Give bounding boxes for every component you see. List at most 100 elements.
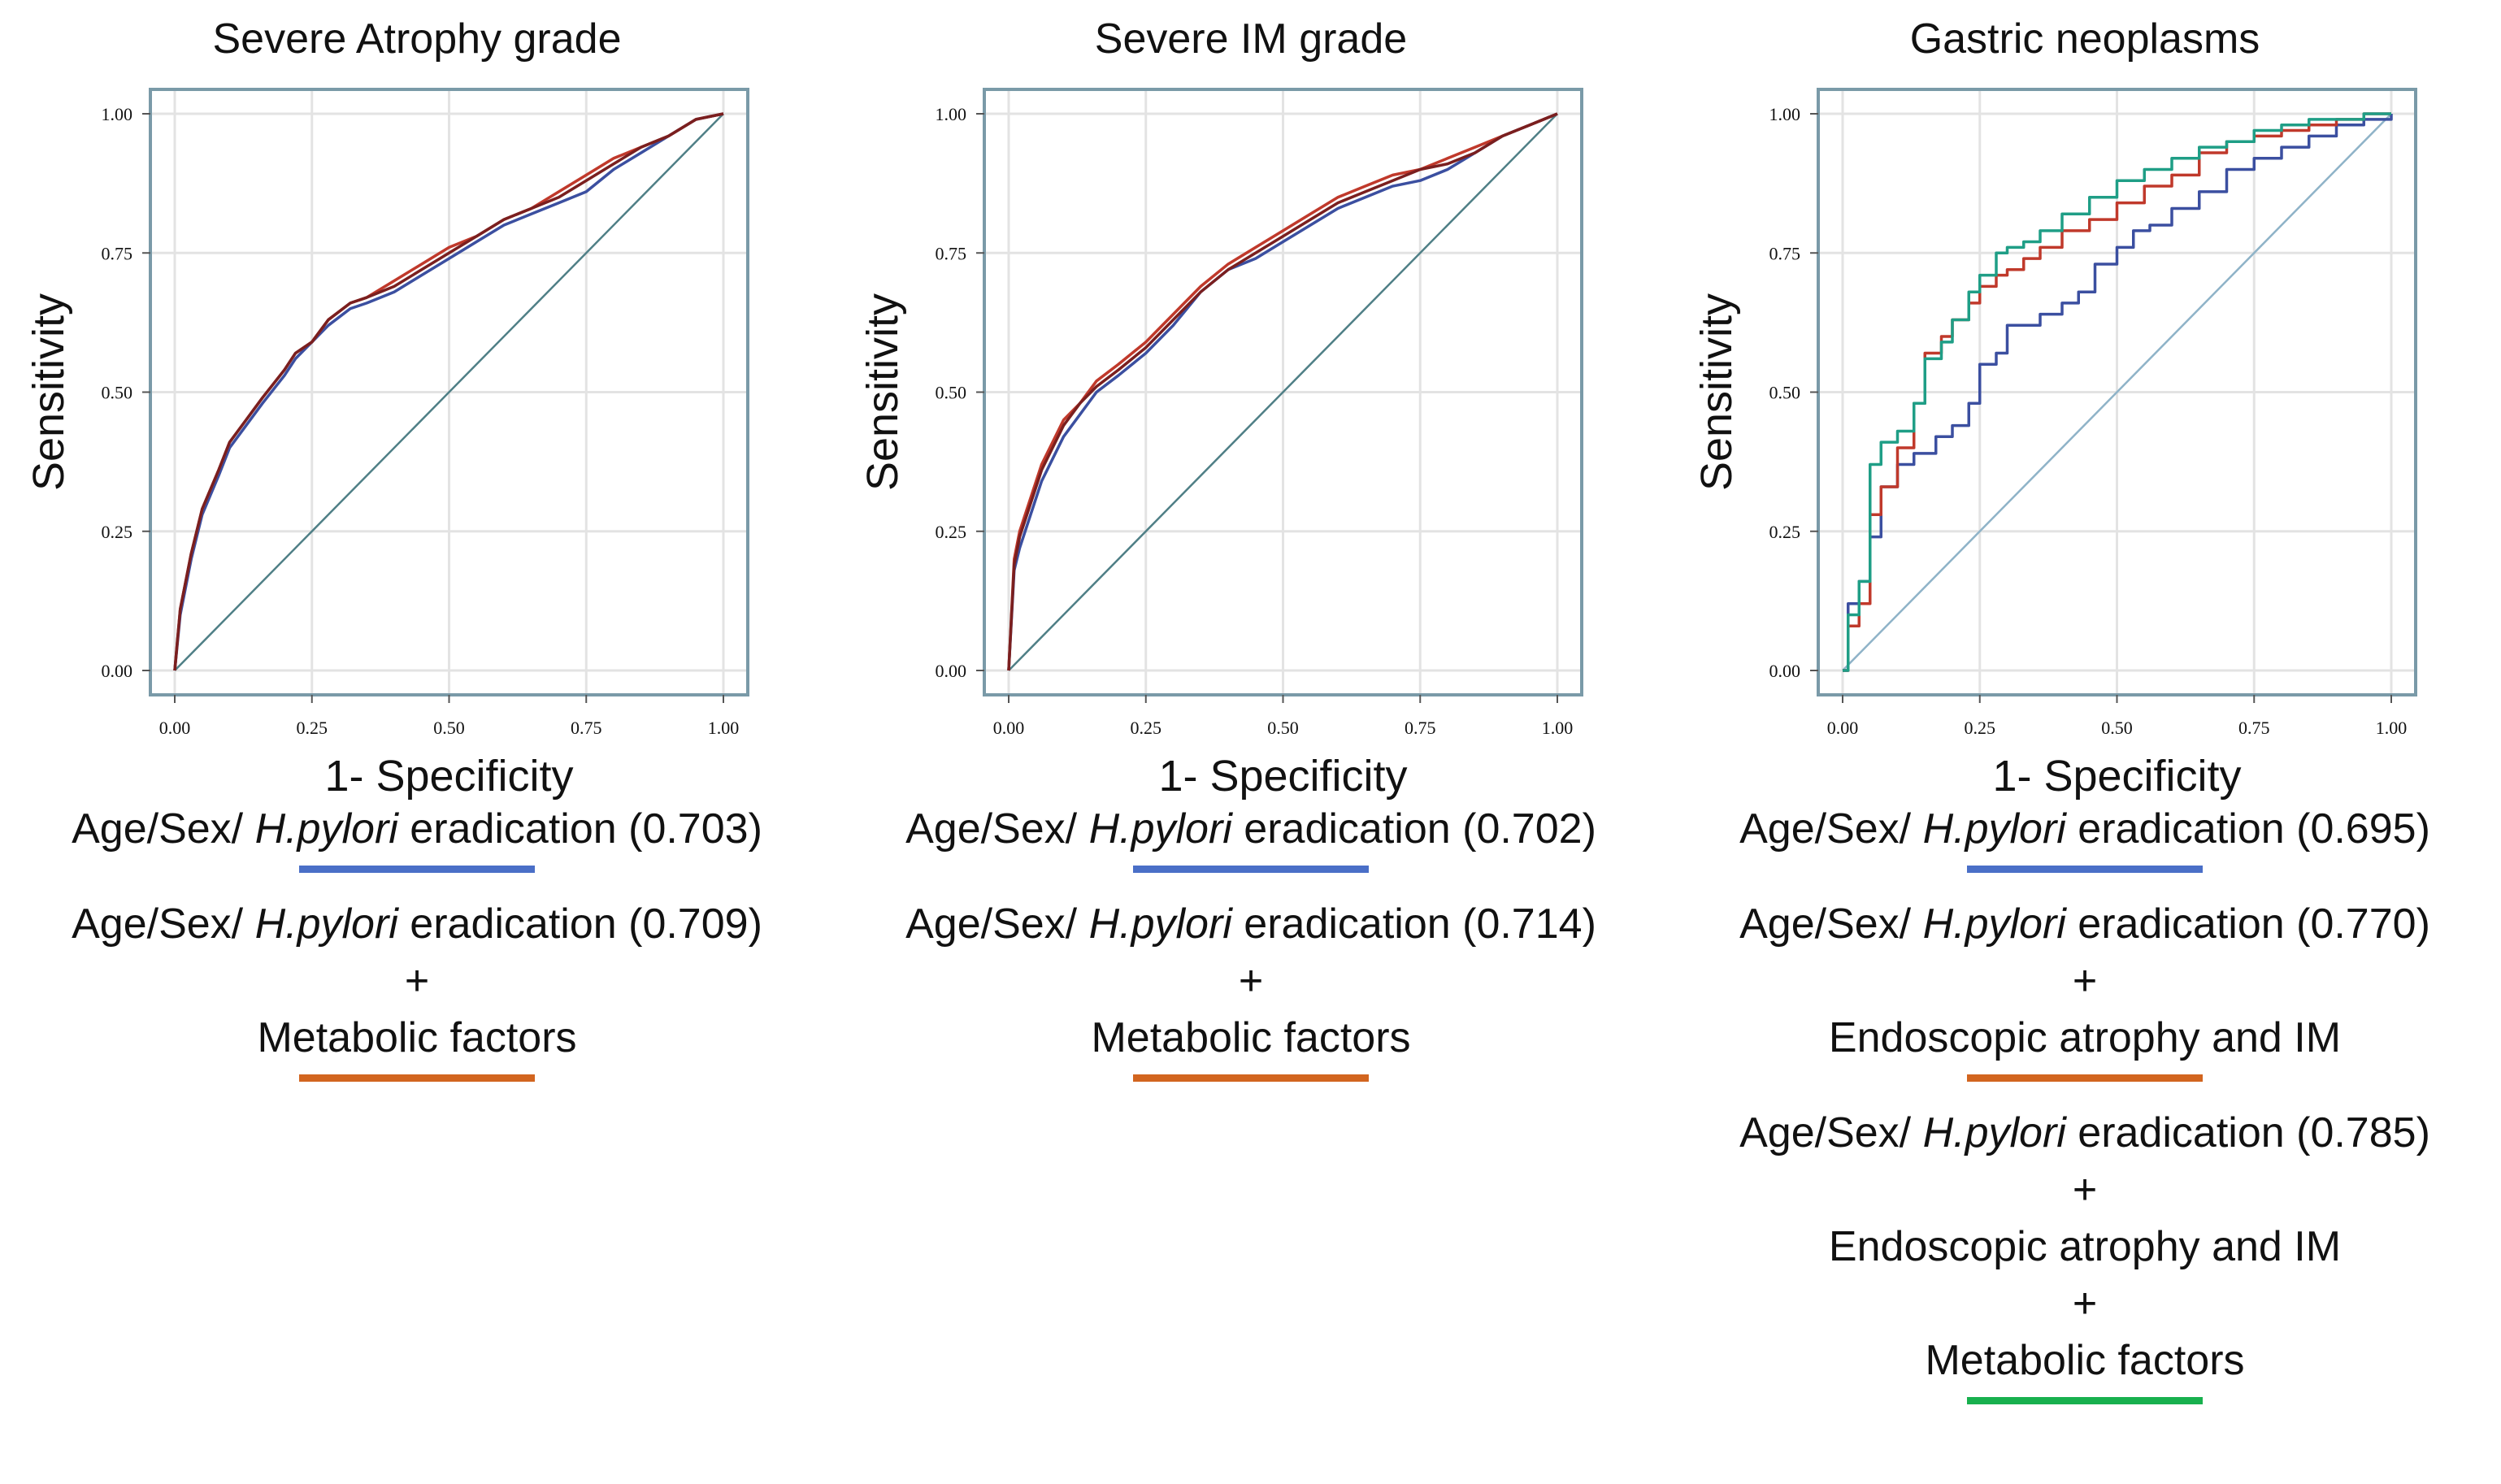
legend-italic-term: H.pylori [1922,1109,2066,1156]
y-tick-label: 0.00 [102,661,133,681]
legend-entry: Age/Sex/ H.pylori eradication (0.709) + Me… [0,896,834,1082]
reference-diagonal [1842,113,2392,671]
legend-entry: Age/Sex/ H.pylori eradication (0.785) + En… [1668,1104,2501,1404]
legend-prefix: Age/Sex/ [1739,900,1923,948]
legend-swatch [299,866,535,873]
y-tick-label: 0.50 [102,383,133,403]
legend-swatch [299,1074,535,1082]
y-tick-label: 1.00 [1769,104,1801,124]
legend-entry: Age/Sex/ H.pylori eradication (0.703) [0,801,834,873]
legend-swatch [1967,1397,2203,1404]
legend-italic-term: H.pylori [1922,805,2066,853]
y-tick-label: 0.00 [1769,661,1801,681]
legend-model-label: Age/Sex/ H.pylori eradication (0.695) [1668,801,2501,857]
roc-chart-gastric-neoplasms: 0.00 0.00 0.25 0.25 0.50 0.50 0.75 0.75 1.00 1.00… [1692,88,2417,801]
x-axis-label: 1- Specificity [1158,752,1407,801]
y-tick-label: 1.00 [936,104,967,124]
roc-curve-3 [1843,112,2391,672]
y-tick-label: 0.25 [102,522,133,542]
legend-extra-label: Endoscopic atrophy and IM [1828,1014,2342,1061]
legend-model-label: Age/Sex/ H.pylori eradication (0.709) [0,896,834,952]
legend-swatch [1133,866,1369,873]
legend-plus: + [1238,957,1264,1005]
y-tick-label: 1.00 [102,104,133,124]
legend-suffix: eradication (0.695) [2065,805,2430,853]
legend-suffix: eradication (0.702) [1231,805,1596,853]
legend-italic-term: H.pylori [1088,805,1232,853]
legend-italic-term: H.pylori [1922,900,2066,948]
legend-prefix: Age/Sex/ [905,805,1089,853]
legend-plus: + [404,957,430,1005]
legend-italic-term: H.pylori [254,805,398,853]
legend: Age/Sex/ H.pylori eradication (0.695) Age… [1668,801,2501,1427]
legend: Age/Sex/ H.pylori eradication (0.703) Age… [0,801,834,1104]
legend-suffix: eradication (0.714) [1231,900,1596,948]
legend-prefix: Age/Sex/ [1739,1109,1923,1156]
legend-suffix: eradication (0.709) [397,900,762,948]
legend-swatch [1967,1074,2203,1082]
y-axis-label: Sensitivity [1692,293,1741,491]
legend-plus: + [2072,1280,2098,1327]
legend-italic-term: H.pylori [1088,900,1232,948]
legend-swatch [1967,866,2203,873]
legend-entry: Age/Sex/ H.pylori eradication (0.714) + Me… [834,896,1668,1082]
x-tick-label: 0.50 [1267,718,1299,738]
x-axis-label: 1- Specificity [1992,752,2241,801]
legend-suffix: eradication (0.770) [2065,900,2430,948]
reference-diagonal [174,113,724,671]
x-tick-label: 0.00 [159,718,191,738]
y-tick-label: 0.00 [936,661,967,681]
legend-model-label: Age/Sex/ H.pylori eradication (0.714) [834,896,1668,952]
legend: Age/Sex/ H.pylori eradication (0.702) Age… [834,801,1668,1104]
y-tick-label: 0.50 [1769,383,1801,403]
y-tick-label: 0.25 [1769,522,1801,542]
reference-diagonal [1008,113,1558,671]
legend-italic-term: H.pylori [254,900,398,948]
x-tick-label: 0.25 [297,718,328,738]
x-tick-label: 0.00 [1827,718,1859,738]
legend-prefix: Age/Sex/ [72,805,255,853]
legend-prefix: Age/Sex/ [1739,805,1923,853]
panel-severe-atrophy: Severe Atrophy grade 0.00 0.00 0.25 0.25 0.5… [0,0,834,1484]
panel-severe-im: Severe IM grade 0.00 0.00 0.25 0.25 0.50 0.50… [834,0,1668,1484]
x-tick-label: 0.50 [433,718,465,738]
y-axis-label: Sensitivity [24,293,73,491]
roc-curve-3 [173,112,724,671]
legend-extra-label: Endoscopic atrophy and IM [1828,1223,2342,1270]
y-tick-label: 0.50 [936,383,967,403]
y-axis-label: Sensitivity [858,293,907,491]
roc-curve-3 [1007,112,1558,671]
x-tick-label: 0.00 [993,718,1025,738]
roc-curve-1 [173,112,724,671]
y-tick-label: 0.75 [1769,243,1801,263]
legend-prefix: Age/Sex/ [905,900,1089,948]
y-tick-label: 0.25 [936,522,967,542]
legend-entry: Age/Sex/ H.pylori eradication (0.695) [1668,801,2501,873]
y-tick-label: 0.75 [936,243,967,263]
chart-title: Severe Atrophy grade [212,15,622,63]
legend-swatch [1133,1074,1369,1082]
x-tick-label: 1.00 [2376,718,2408,738]
y-tick-label: 0.75 [102,243,133,263]
legend-extra-label: Metabolic factors [1091,1014,1411,1061]
x-tick-label: 0.75 [1405,718,1436,738]
legend-model-label: Age/Sex/ H.pylori eradication (0.702) [834,801,1668,857]
x-tick-label: 0.75 [2238,718,2270,738]
legend-plus: + [2072,1166,2098,1213]
legend-plus: + [2072,957,2098,1005]
x-tick-label: 0.25 [1965,718,1996,738]
x-axis-label: 1- Specificity [324,752,573,801]
legend-model-label: Age/Sex/ H.pylori eradication (0.770) [1668,896,2501,952]
x-tick-label: 0.75 [571,718,602,738]
legend-prefix: Age/Sex/ [72,900,255,948]
legend-model-label: Age/Sex/ H.pylori eradication (0.785) [1668,1104,2501,1161]
chart-title: Severe IM grade [1094,15,1408,63]
roc-chart-severe-im: 0.00 0.00 0.25 0.25 0.50 0.50 0.75 0.75 1.00 1.00… [858,88,1583,801]
x-tick-label: 1.00 [708,718,740,738]
legend-suffix: eradication (0.703) [397,805,762,853]
roc-chart-severe-atrophy: 0.00 0.00 0.25 0.25 0.50 0.50 0.75 0.75 1.00 1.00… [24,88,749,801]
legend-entry: Age/Sex/ H.pylori eradication (0.770) + En… [1668,896,2501,1082]
panel-gastric-neoplasms: Gastric neoplasms 0.00 0.00 0.25 0.25 0.50 0.… [1668,0,2501,1484]
roc-curve-2 [1007,112,1558,671]
legend-extra-label: Metabolic factors [1925,1337,2245,1384]
